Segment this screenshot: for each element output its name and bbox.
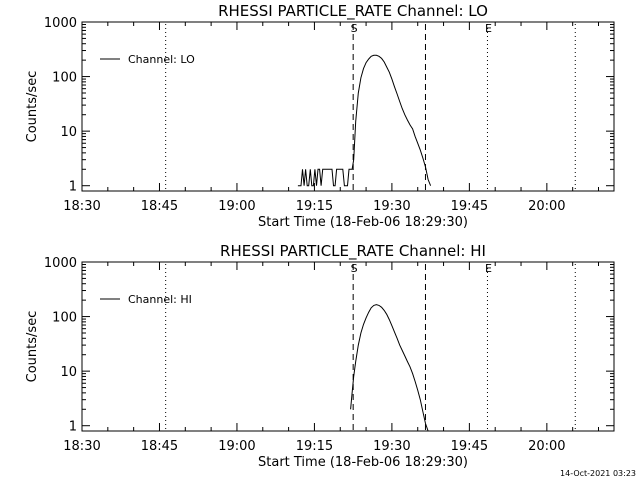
x-tick-label: 20:00: [528, 439, 565, 454]
y-tick-label: 1: [69, 420, 77, 435]
chart-title: RHESSI PARTICLE_RATE Channel: HI: [220, 242, 486, 261]
marker-label: S: [351, 262, 358, 275]
panel-hi: RHESSI PARTICLE_RATE Channel: HIS E 1 10 100…: [25, 242, 615, 470]
x-tick-label: 19:15: [296, 439, 333, 454]
x-tick-label: 18:30: [63, 199, 100, 214]
chart-title: RHESSI PARTICLE_RATE Channel: LO: [218, 2, 488, 21]
x-tick-label: 19:15: [296, 199, 333, 214]
x-axis-label: Start Time (18-Feb-06 18:29:30): [258, 215, 468, 230]
x-tick-label: 20:00: [528, 199, 565, 214]
x-tick-label: 19:30: [373, 199, 410, 214]
y-tick-label: 10: [60, 125, 77, 140]
x-tick-label: 19:30: [373, 439, 410, 454]
x-tick-label: 18:30: [63, 439, 100, 454]
x-tick-label: 19:45: [451, 199, 488, 214]
series-line: [350, 304, 429, 432]
plot-frame: [81, 21, 615, 192]
legend-label: Channel: HI: [128, 293, 192, 306]
y-tick-label: 1: [69, 180, 77, 195]
x-tick-label: 19:00: [218, 199, 255, 214]
x-tick-label: 19:00: [218, 439, 255, 454]
plot-frame: [81, 261, 615, 432]
x-tick-label: 18:45: [141, 199, 178, 214]
y-tick-label: 1000: [44, 256, 77, 271]
y-axis-label: Counts/sec: [25, 311, 40, 383]
y-tick-label: 100: [52, 311, 77, 326]
marker-label: S: [351, 22, 358, 35]
footer-timestamp: 14-Oct-2021 03:23: [560, 469, 636, 478]
x-tick-label: 19:45: [451, 439, 488, 454]
marker-label: E: [485, 22, 492, 35]
x-tick-label: 18:45: [141, 439, 178, 454]
series-line: [297, 54, 432, 187]
legend-label: Channel: LO: [128, 53, 195, 66]
x-axis-label: Start Time (18-Feb-06 18:29:30): [258, 455, 468, 470]
y-tick-label: 1000: [44, 16, 77, 31]
y-tick-label: 100: [52, 71, 77, 86]
panel-lo: RHESSI PARTICLE_RATE Channel: LOS E 1 10 100…: [25, 2, 615, 230]
y-tick-label: 10: [60, 365, 77, 380]
y-axis-label: Counts/sec: [25, 71, 40, 143]
marker-label: E: [485, 262, 492, 275]
